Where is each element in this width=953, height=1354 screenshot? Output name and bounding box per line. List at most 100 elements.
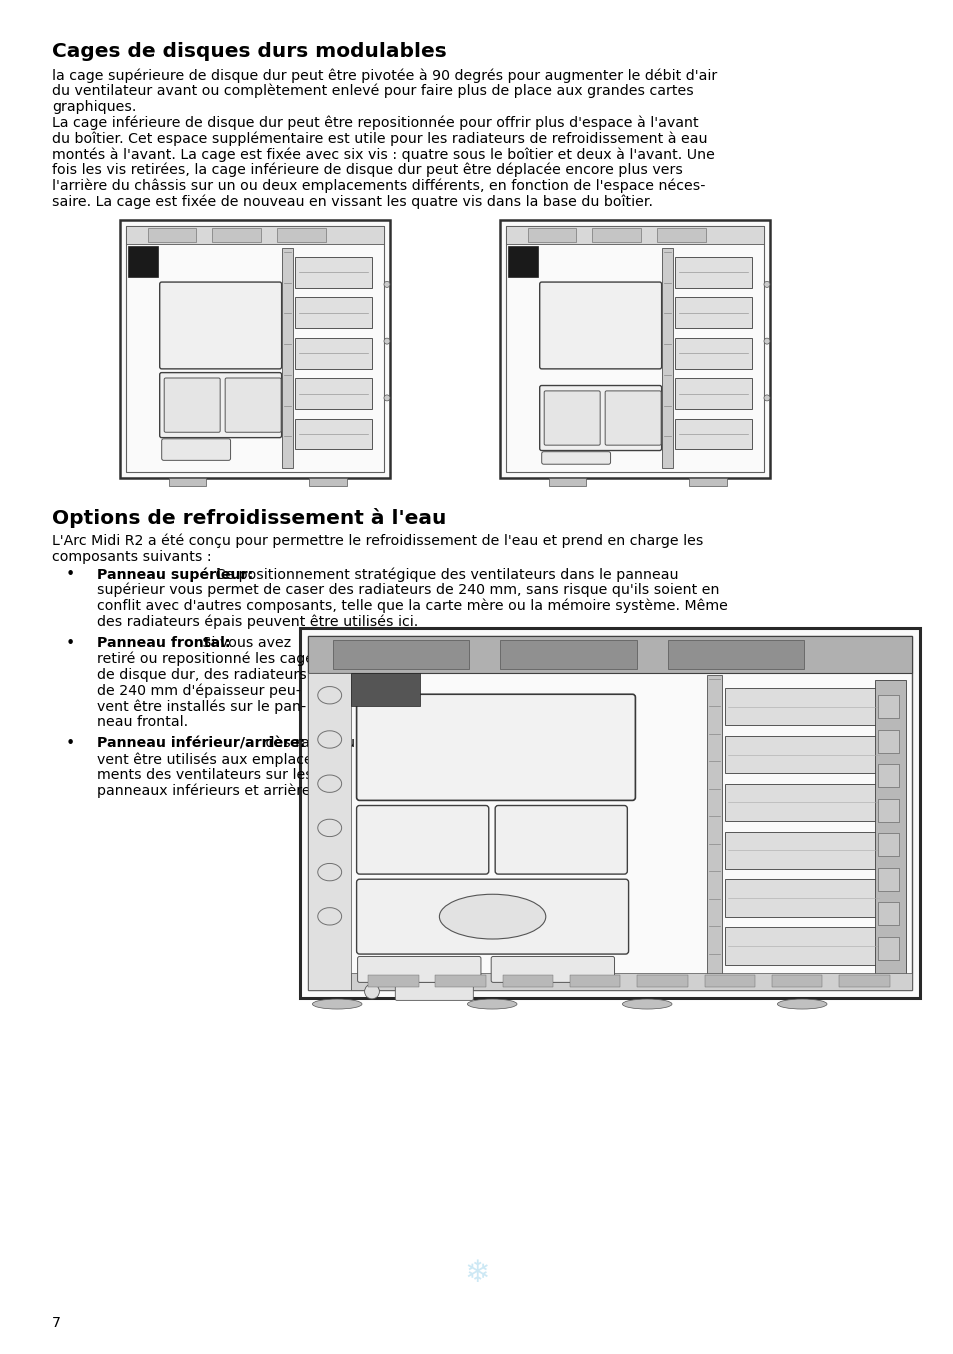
Bar: [674, 418, 751, 450]
Text: composants suivants :: composants suivants :: [52, 550, 212, 563]
Bar: [657, 227, 705, 242]
Bar: [877, 730, 899, 753]
Bar: [688, 478, 726, 486]
Text: l'arrière du châssis sur un ou deux emplacements différents, en fonction de l'es: l'arrière du châssis sur un ou deux empl…: [52, 179, 705, 194]
Text: Panneau supérieur:: Panneau supérieur:: [97, 567, 253, 582]
Text: du ventilateur avant ou complètement enlevé pour faire plus de place aux grandes: du ventilateur avant ou complètement enl…: [52, 84, 693, 99]
FancyBboxPatch shape: [541, 452, 610, 464]
Circle shape: [384, 338, 390, 344]
FancyBboxPatch shape: [499, 219, 769, 478]
Bar: [294, 298, 371, 328]
Text: conflit avec d'autres composants, telle que la carte mère ou la mémoire système.: conflit avec d'autres composants, telle …: [97, 598, 727, 613]
Bar: [169, 478, 206, 486]
Text: Panneau inférieur/arrière:: Panneau inférieur/arrière:: [97, 737, 305, 750]
Text: neau frontal.: neau frontal.: [97, 715, 188, 728]
Bar: [294, 257, 371, 288]
FancyBboxPatch shape: [539, 386, 661, 451]
Text: fois les vis retirées, la cage inférieure de disque dur peut être déplacée encor: fois les vis retirées, la cage inférieur…: [52, 162, 682, 177]
Bar: [877, 799, 899, 822]
Bar: [874, 681, 904, 983]
FancyBboxPatch shape: [491, 956, 614, 983]
Bar: [294, 337, 371, 368]
Bar: [724, 880, 885, 917]
FancyBboxPatch shape: [395, 983, 473, 1001]
FancyBboxPatch shape: [164, 378, 220, 432]
Bar: [505, 226, 763, 244]
Bar: [507, 246, 537, 278]
Bar: [674, 298, 751, 328]
Bar: [128, 246, 157, 278]
Text: Options de refroidissement à l'eau: Options de refroidissement à l'eau: [52, 508, 446, 528]
Bar: [661, 248, 672, 468]
Bar: [435, 975, 485, 987]
Bar: [877, 937, 899, 960]
Bar: [368, 975, 418, 987]
Text: supérieur vous permet de caser des radiateurs de 240 mm, sans risque qu'ils soie: supérieur vous permet de caser des radia…: [97, 584, 719, 597]
Text: du boîtier. Cet espace supplémentaire est utile pour les radiateurs de refroidis: du boîtier. Cet espace supplémentaire es…: [52, 131, 707, 146]
FancyBboxPatch shape: [225, 378, 281, 432]
Bar: [839, 975, 888, 987]
Bar: [308, 636, 911, 673]
Bar: [706, 676, 721, 988]
FancyBboxPatch shape: [159, 372, 281, 437]
Bar: [333, 639, 469, 669]
Bar: [351, 974, 911, 990]
FancyBboxPatch shape: [356, 879, 628, 955]
Bar: [499, 639, 636, 669]
Bar: [213, 227, 261, 242]
Bar: [667, 639, 803, 669]
Text: panneaux inférieurs et arrière.: panneaux inférieurs et arrière.: [97, 784, 314, 799]
Text: de disque dur, des radiateurs: de disque dur, des radiateurs: [97, 668, 307, 681]
Ellipse shape: [621, 999, 671, 1009]
Circle shape: [763, 338, 769, 344]
Bar: [724, 927, 885, 965]
Text: graphiques.: graphiques.: [52, 100, 136, 114]
Bar: [282, 248, 293, 468]
Text: •: •: [66, 636, 75, 651]
Bar: [548, 478, 586, 486]
Ellipse shape: [777, 999, 826, 1009]
Text: •: •: [66, 737, 75, 751]
FancyBboxPatch shape: [159, 282, 281, 368]
Bar: [308, 673, 351, 990]
FancyBboxPatch shape: [299, 628, 919, 998]
Text: ments des ventilateurs sur les: ments des ventilateurs sur les: [97, 768, 313, 783]
Circle shape: [384, 282, 390, 287]
Bar: [877, 902, 899, 925]
Bar: [877, 695, 899, 718]
Bar: [724, 784, 885, 822]
Bar: [592, 227, 640, 242]
Bar: [674, 337, 751, 368]
Circle shape: [364, 984, 379, 999]
Bar: [877, 868, 899, 891]
Circle shape: [763, 282, 769, 287]
Text: 7: 7: [52, 1316, 61, 1330]
Bar: [277, 227, 326, 242]
Bar: [877, 833, 899, 856]
FancyBboxPatch shape: [543, 391, 599, 445]
Text: retiré ou repositionné les cages: retiré ou repositionné les cages: [97, 651, 321, 666]
Bar: [570, 975, 619, 987]
Text: Cages de disques durs modulables: Cages de disques durs modulables: [52, 42, 446, 61]
Bar: [294, 418, 371, 450]
Text: montés à l'avant. La cage est fixée avec six vis : quatre sous le boîtier et deu: montés à l'avant. La cage est fixée avec…: [52, 148, 714, 161]
Text: de 240 mm d'épaisseur peu-: de 240 mm d'épaisseur peu-: [97, 684, 301, 697]
Bar: [704, 975, 754, 987]
FancyBboxPatch shape: [357, 956, 480, 983]
Text: Panneau frontal:: Panneau frontal:: [97, 636, 231, 650]
Bar: [637, 975, 687, 987]
Bar: [724, 688, 885, 726]
FancyBboxPatch shape: [539, 282, 661, 368]
Bar: [309, 478, 347, 486]
Bar: [126, 226, 384, 244]
Text: Si vous avez: Si vous avez: [198, 636, 291, 650]
Ellipse shape: [439, 894, 545, 940]
FancyBboxPatch shape: [604, 391, 660, 445]
FancyBboxPatch shape: [161, 439, 231, 460]
Text: vent être utilisés aux emplace-: vent être utilisés aux emplace-: [97, 753, 317, 766]
Bar: [674, 378, 751, 409]
FancyBboxPatch shape: [495, 806, 627, 875]
Text: ❄: ❄: [464, 1259, 489, 1289]
Bar: [502, 975, 553, 987]
FancyBboxPatch shape: [120, 219, 390, 478]
